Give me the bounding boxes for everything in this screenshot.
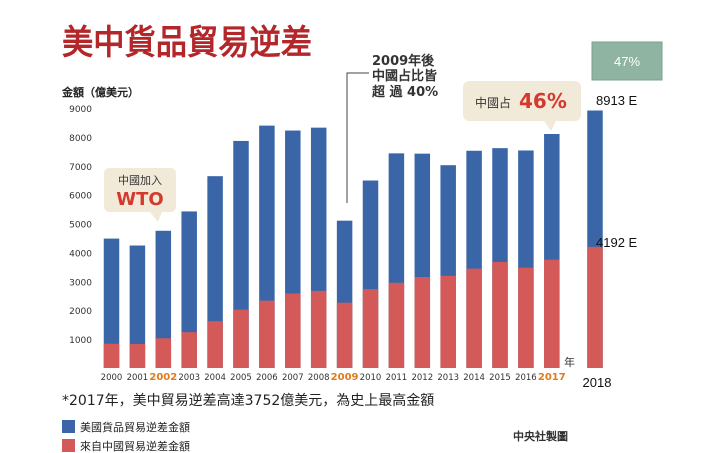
legend-swatch-0 bbox=[62, 420, 75, 433]
share-callout-value: 46% bbox=[519, 89, 567, 113]
chart-title: 美中貨品貿易逆差 bbox=[62, 23, 312, 63]
x-tick-label-2008: 2008 bbox=[308, 373, 330, 383]
x-tick-label-2013: 2013 bbox=[437, 373, 459, 383]
bar-china-2017 bbox=[544, 259, 560, 368]
x-tick-label-2009: 2009 bbox=[331, 372, 359, 383]
y-tick-label: 2000 bbox=[69, 307, 92, 317]
bar-china-2003 bbox=[181, 332, 197, 368]
bar-china-2005 bbox=[233, 309, 249, 368]
x-tick-label-2014: 2014 bbox=[463, 373, 485, 383]
x-tick-label-2000: 2000 bbox=[101, 373, 123, 383]
x-axis-label: 年 bbox=[564, 355, 575, 369]
bar-series bbox=[103, 110, 603, 369]
pct-2018-label: 47% bbox=[614, 54, 640, 69]
y-tick-label: 5000 bbox=[69, 221, 92, 231]
annotation-2009: 2009年後 中國占比皆 超 過 40% bbox=[346, 53, 438, 203]
bar-china-2007 bbox=[285, 293, 301, 368]
x-tick-label-2002: 2002 bbox=[149, 372, 177, 383]
share-callout: 中國占 46% bbox=[463, 81, 581, 131]
y-tick-labels: 1000 2000 3000 4000 5000 6000 7000 8000 9000 bbox=[69, 105, 92, 346]
y-tick-label: 8000 bbox=[69, 134, 92, 144]
bar-total-2000 bbox=[103, 238, 120, 368]
y-tick-label: 7000 bbox=[69, 163, 92, 173]
x-tick-label-2005: 2005 bbox=[230, 373, 252, 383]
bar-china-2013 bbox=[440, 275, 456, 368]
annotation-2009-line2: 中國占比皆 bbox=[372, 68, 437, 84]
bar-china-2014 bbox=[466, 268, 482, 368]
annotation-2009-line1: 2009年後 bbox=[372, 53, 435, 69]
share-callout-bubble bbox=[463, 81, 581, 131]
x-tick-labels: 2000 2001 2002 2003 2004 2005 2006 2007 2008 2009… bbox=[101, 372, 612, 390]
x-tick-label-2001: 2001 bbox=[127, 373, 149, 383]
x-tick-label-2010: 2010 bbox=[360, 373, 382, 383]
x-tick-label-2016: 2016 bbox=[515, 373, 537, 383]
y-tick-label: 4000 bbox=[69, 249, 92, 259]
bar-total-2002 bbox=[155, 230, 172, 368]
wto-callout-line1: 中國加入 bbox=[118, 174, 162, 187]
pct-2018-box-bg bbox=[591, 41, 663, 81]
wto-callout: 中國加入 WTO bbox=[104, 168, 176, 222]
x-tick-label-2007: 2007 bbox=[282, 373, 304, 383]
legend-label-1: 來自中國貿易逆差金額 bbox=[80, 439, 190, 453]
x-tick-label-2018: 2018 bbox=[583, 375, 612, 390]
label-2018-china: 4192 E bbox=[596, 235, 638, 250]
pct-2018-box: 47% bbox=[591, 41, 663, 81]
x-tick-label-2015: 2015 bbox=[489, 373, 511, 383]
wto-callout-line2: WTO bbox=[116, 189, 163, 210]
x-tick-label-2011: 2011 bbox=[386, 373, 408, 383]
share-callout-prefix: 中國占 bbox=[475, 95, 511, 110]
footnote: *2017年，美中貿易逆差高達3752億美元，為史上最高金額 bbox=[62, 392, 434, 409]
y-tick-label: 3000 bbox=[69, 278, 92, 288]
bar-china-2011 bbox=[388, 282, 405, 368]
bar-total-2001 bbox=[129, 245, 146, 368]
bar-china-2004 bbox=[207, 321, 223, 368]
x-tick-label-2017: 2017 bbox=[538, 372, 566, 383]
y-tick-label: 6000 bbox=[69, 192, 92, 202]
bar-china-2002 bbox=[155, 338, 172, 368]
bar-china-2006 bbox=[259, 300, 275, 368]
x-tick-label-2012: 2012 bbox=[411, 373, 433, 383]
source-credit: 中央社製圖 bbox=[513, 429, 568, 443]
bar-china-2000 bbox=[103, 343, 120, 368]
bar-china-2010 bbox=[362, 289, 379, 368]
annotation-2009-line3: 超 過 40% bbox=[372, 84, 438, 100]
bar-total-2004 bbox=[207, 176, 223, 368]
bar-china-2018 bbox=[587, 246, 603, 368]
bar-total-2003 bbox=[181, 211, 197, 368]
y-axis-label: 金額（億美元） bbox=[61, 85, 139, 99]
label-2018-total: 8913 E bbox=[596, 93, 638, 108]
bar-china-2016 bbox=[518, 267, 534, 368]
legend-swatch-1 bbox=[62, 439, 75, 452]
legend-label-0: 美國貨品貿易逆差金額 bbox=[80, 420, 190, 434]
x-tick-label-2003: 2003 bbox=[178, 373, 200, 383]
y-tick-label: 1000 bbox=[69, 336, 92, 346]
bar-china-2012 bbox=[414, 277, 431, 368]
wto-callout-bubble bbox=[104, 168, 176, 222]
bar-china-2008 bbox=[310, 290, 327, 368]
y-tick-label: 9000 bbox=[69, 105, 92, 115]
bar-china-2015 bbox=[492, 261, 508, 368]
bar-china-2001 bbox=[129, 344, 146, 368]
x-tick-label-2004: 2004 bbox=[204, 373, 226, 383]
x-tick-label-2006: 2006 bbox=[256, 373, 278, 383]
annotation-2009-connector bbox=[346, 72, 369, 203]
bar-china-2009 bbox=[336, 302, 353, 368]
